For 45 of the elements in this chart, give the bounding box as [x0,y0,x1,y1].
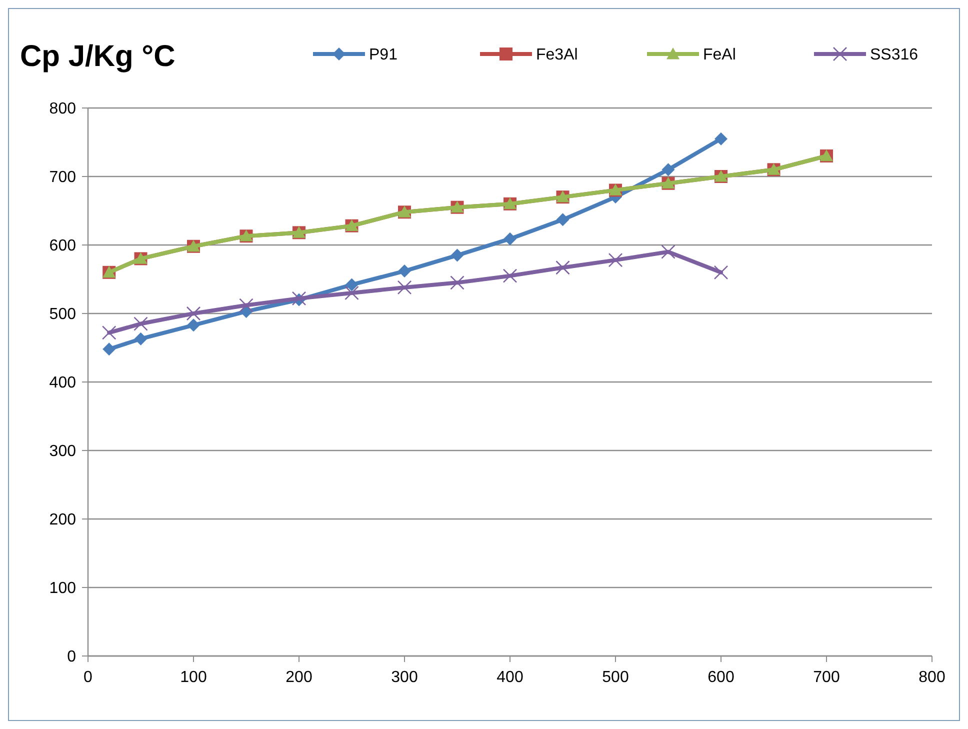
point [450,248,464,262]
x-tick-label: 100 [180,669,207,686]
x-tick-label: 500 [602,669,629,686]
x-tick-label: 200 [286,669,312,686]
x-tick-label: 800 [918,669,946,686]
x-tick-label: 700 [813,669,840,686]
legend-label: FeAl [703,46,736,64]
x-tick-label: 600 [708,669,734,686]
point [556,260,570,275]
point [134,316,148,331]
point [502,268,518,283]
y-tick-label: 600 [49,238,76,255]
y-tick-label: 200 [49,512,76,529]
x-tick-label: 400 [496,669,524,686]
point [345,278,358,292]
point [398,264,411,278]
y-tick-label: 300 [49,443,76,460]
y-tick-label: 400 [49,374,76,392]
y-tick-label: 0 [67,648,76,666]
point [714,132,728,146]
x-tick-label: 300 [391,669,418,686]
y-tick-label: 700 [49,169,76,186]
chart-title: Cp J/Kg °C [20,40,176,73]
point [608,252,623,268]
x-tick-label: 0 [84,669,93,686]
point [450,276,464,290]
legend-label: P91 [369,46,398,64]
y-tick-label: 100 [49,580,76,598]
point [239,298,254,312]
point [714,265,728,280]
point [662,163,675,176]
point [504,232,516,246]
point [187,318,200,332]
point [102,342,116,356]
y-tick-label: 500 [49,306,76,324]
point [186,306,201,321]
point [661,244,676,259]
point [344,286,359,300]
point [102,326,116,340]
legend-label: Fe3Al [536,46,578,64]
point [556,213,570,226]
legend-label: SS316 [870,46,918,64]
point [397,280,412,295]
y-tick-label: 800 [49,100,76,118]
point [134,332,148,346]
